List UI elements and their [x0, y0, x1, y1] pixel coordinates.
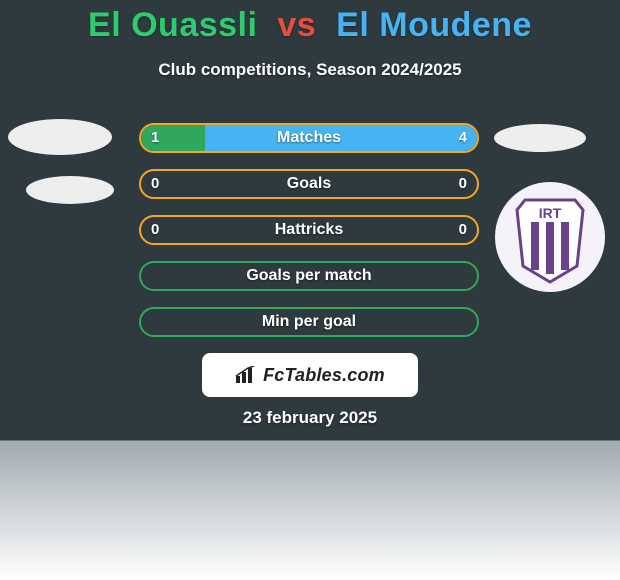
stat-value-left: 0 [151, 171, 159, 197]
stat-row: Goals0 0 [139, 169, 479, 199]
stat-value-right: 0 [459, 171, 467, 197]
stat-label: Goals per match [141, 263, 477, 289]
stage: El Ouassli vs El Moudene Club competitio… [0, 0, 620, 580]
player2-name: El Moudene [336, 6, 532, 44]
vs-label: vs [277, 6, 316, 44]
stat-value-right: 4 [459, 125, 467, 151]
player1-avatar-placeholder [8, 119, 112, 155]
stat-row: Matches1 4 [139, 123, 479, 153]
stat-row: Hattricks0 0 [139, 215, 479, 245]
stat-label: Goals [141, 171, 477, 197]
brand-text: FcTables.com [263, 365, 385, 386]
player1-name: El Ouassli [88, 6, 257, 44]
subtitle: Club competitions, Season 2024/2025 [0, 60, 620, 80]
stat-row: Min per goal [139, 307, 479, 337]
stat-row: Goals per match [139, 261, 479, 291]
footer-date: 23 february 2025 [0, 408, 620, 428]
stat-label: Matches [141, 125, 477, 151]
player2-avatar-placeholder [494, 124, 586, 152]
club-badge: IRT [495, 182, 605, 292]
brand-pill[interactable]: FcTables.com [202, 353, 418, 397]
stat-label: Hattricks [141, 217, 477, 243]
brand-post: Tables.com [285, 365, 385, 385]
brand-pre: Fc [263, 365, 284, 385]
headline: El Ouassli vs El Moudene [0, 6, 620, 45]
svg-text:IRT: IRT [539, 205, 562, 221]
stat-value-left: 0 [151, 217, 159, 243]
stat-label: Min per goal [141, 309, 477, 335]
player1-avatar-placeholder [26, 176, 114, 204]
comparison-rows: Matches14Goals00Hattricks00Goals per mat… [139, 123, 479, 353]
stat-value-left: 1 [151, 125, 159, 151]
stat-value-right: 0 [459, 217, 467, 243]
club-badge-icon: IRT [495, 182, 605, 292]
bars-icon [235, 366, 257, 384]
